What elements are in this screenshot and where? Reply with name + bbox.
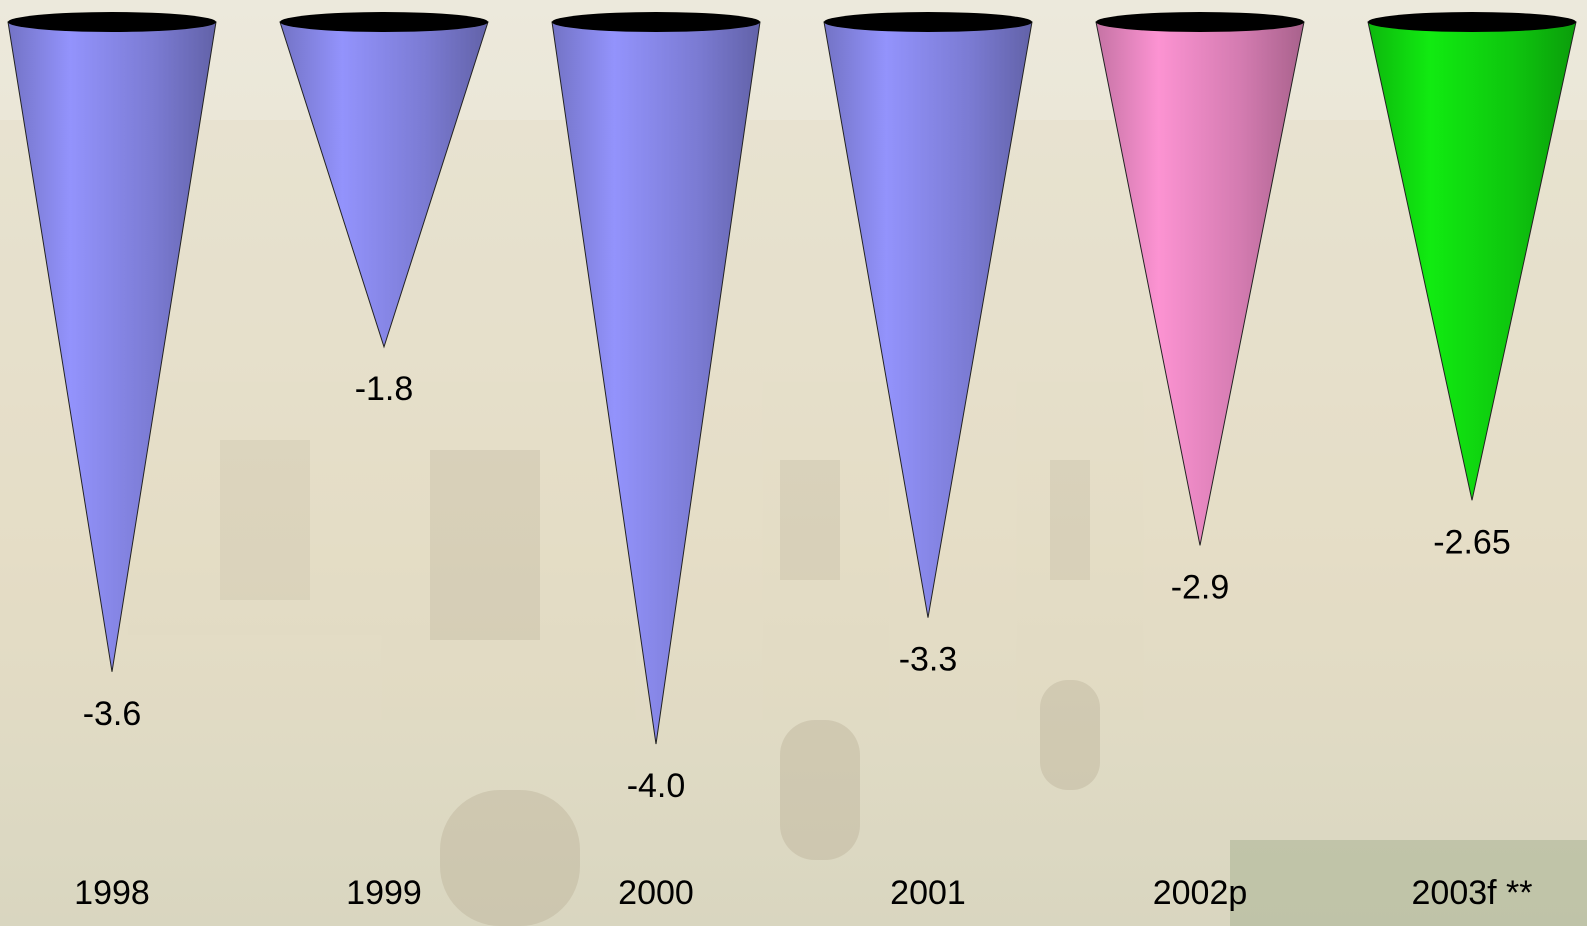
value-label: -3.6 [83,695,142,733]
x-tick-label: 2000 [618,874,694,912]
x-tick-label: 1999 [346,874,422,912]
cone-top [8,12,216,32]
cone-top [1096,12,1304,32]
cone-top [552,12,760,32]
cone-top [824,12,1032,32]
value-label: -3.3 [899,641,958,679]
value-label: -2.65 [1433,523,1511,561]
x-tick-label: 2003f ** [1412,874,1533,912]
chart: -3.6 1998 -1.8 1999 -4.0 2000 -3.3 2001 -2.9 2002… [0,0,1587,926]
value-label: -2.9 [1171,568,1230,606]
x-tick-label: 1998 [74,874,150,912]
value-label: -1.8 [355,370,414,408]
cone-top [280,12,488,32]
x-tick-label: 2001 [890,874,966,912]
cone-top [1368,12,1576,32]
value-label: -4.0 [627,767,686,805]
x-tick-label: 2002p [1153,874,1248,912]
